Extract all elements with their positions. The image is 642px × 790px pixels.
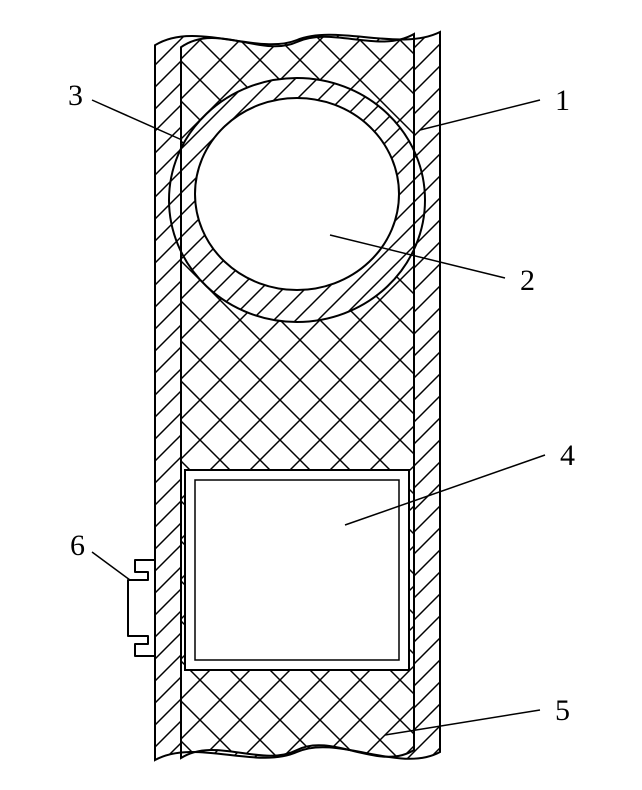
callout-label-6: 6 bbox=[70, 529, 85, 562]
callout-label-1: 1 bbox=[555, 84, 570, 117]
callout-line-6 bbox=[92, 552, 130, 580]
core-crosshatch-region bbox=[169, 20, 425, 780]
callout-label-5: 5 bbox=[555, 694, 570, 727]
callout-label-4: 4 bbox=[560, 439, 575, 472]
callout-label-2: 2 bbox=[520, 264, 535, 297]
callout-label-3: 3 bbox=[68, 79, 83, 112]
rect-cavity-clear bbox=[185, 470, 409, 670]
technical-drawing: 1 2 3 4 5 6 bbox=[0, 0, 642, 790]
side-bracket bbox=[128, 560, 155, 656]
